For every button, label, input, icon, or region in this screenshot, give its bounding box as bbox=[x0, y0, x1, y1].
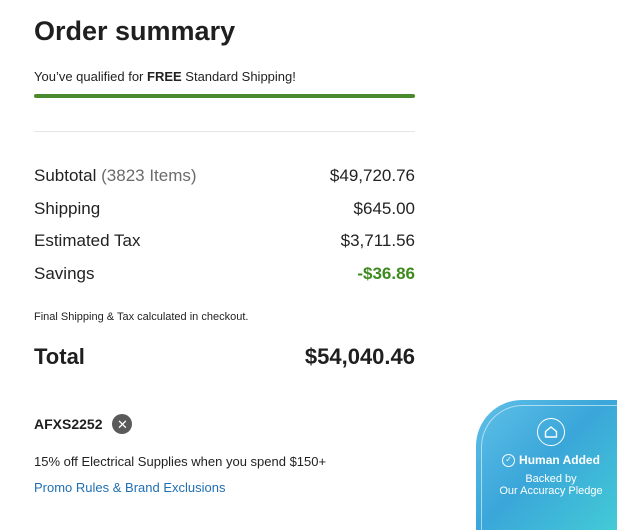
shipping-label: Shipping bbox=[34, 199, 101, 218]
free-shipping-prefix: You’ve qualified for bbox=[34, 69, 147, 84]
total-label: Total bbox=[34, 344, 85, 369]
checkout-note: Final Shipping & Tax calculated in check… bbox=[34, 311, 249, 323]
badge-subtitle: Backed by Our Accuracy Pledge bbox=[476, 473, 617, 497]
subtotal-item-count: (3823 Items) bbox=[101, 166, 197, 185]
badge-title-text: Human Added bbox=[519, 453, 600, 467]
subtotal-label: Subtotal bbox=[34, 166, 97, 185]
shipping-progress-fill bbox=[34, 94, 415, 98]
free-shipping-suffix: Standard Shipping! bbox=[181, 69, 296, 84]
home-icon bbox=[537, 418, 565, 446]
total-row: Total $54,040.46 bbox=[34, 344, 415, 370]
close-circle-icon[interactable]: ✕ bbox=[112, 414, 133, 434]
subtotal-label-group: Subtotal (3823 Items) bbox=[34, 166, 197, 186]
badge-subtitle-line2: Our Accuracy Pledge bbox=[499, 485, 603, 497]
promo-description: 15% off Electrical Supplies when you spe… bbox=[34, 454, 327, 469]
promo-code-row: AFXS2252 ✕ bbox=[34, 414, 133, 434]
shipping-progress-bar bbox=[34, 94, 415, 98]
badge-subtitle-line1: Backed by bbox=[525, 473, 577, 485]
promo-rules-link[interactable]: Promo Rules & Brand Exclusions bbox=[34, 480, 226, 495]
savings-label: Savings bbox=[34, 264, 95, 283]
savings-row: Savings -$36.86 bbox=[34, 264, 415, 284]
tax-label: Estimated Tax bbox=[34, 231, 141, 250]
savings-value: -$36.86 bbox=[357, 264, 415, 283]
check-circle-icon: ✓ bbox=[502, 453, 516, 467]
total-value: $54,040.46 bbox=[304, 344, 415, 369]
subtotal-value: $49,720.76 bbox=[329, 166, 415, 185]
free-shipping-message: You’ve qualified for FREE Standard Shipp… bbox=[34, 69, 296, 84]
tax-value: $3,711.56 bbox=[340, 231, 415, 250]
shipping-row: Shipping $645.00 bbox=[34, 199, 415, 219]
free-shipping-bold: FREE bbox=[147, 69, 182, 84]
page-title: Order summary bbox=[34, 16, 236, 46]
badge-title: ✓ Human Added bbox=[476, 453, 617, 467]
subtotal-row: Subtotal (3823 Items) $49,720.76 bbox=[34, 166, 415, 186]
divider bbox=[34, 131, 415, 132]
promo-code: AFXS2252 bbox=[34, 416, 103, 432]
accuracy-badge[interactable]: ✓ Human Added Backed by Our Accuracy Ple… bbox=[476, 400, 617, 530]
shipping-value: $645.00 bbox=[353, 199, 415, 218]
tax-row: Estimated Tax $3,711.56 bbox=[34, 231, 415, 251]
badge-border bbox=[481, 405, 617, 530]
